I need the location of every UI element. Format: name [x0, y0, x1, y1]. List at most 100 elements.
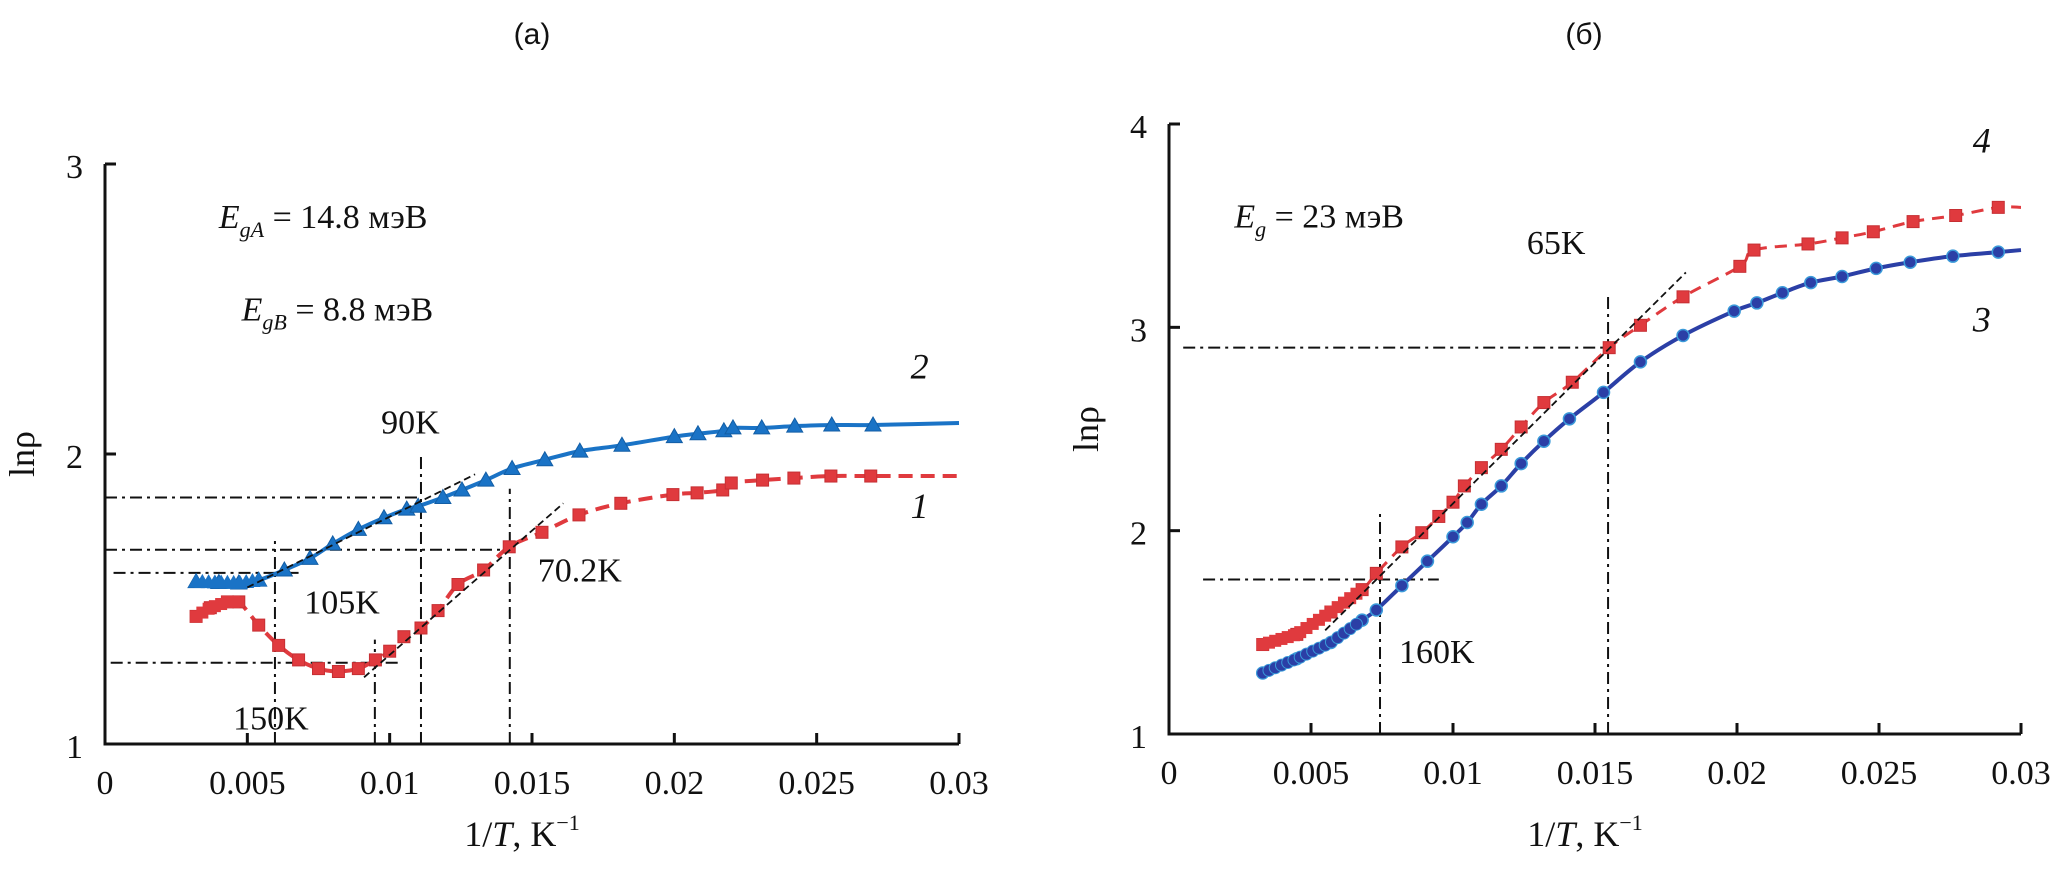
x-tick-label: 0.02 — [1707, 755, 1767, 792]
data-point-4 — [1801, 237, 1815, 251]
data-point-1 — [756, 473, 770, 487]
data-point-3 — [1537, 434, 1551, 448]
energy-gap-annotation: EgA = 14.8 мэВ — [218, 199, 428, 242]
data-point-2 — [434, 488, 452, 504]
x-tick-label: 0.005 — [209, 765, 286, 802]
x-axis-label-unit: , K — [1575, 814, 1619, 854]
data-point-3 — [1727, 304, 1741, 318]
fit-line — [246, 473, 476, 589]
data-point-2 — [689, 424, 707, 441]
energy-value: = 14.8 мэВ — [264, 199, 427, 236]
data-point-2 — [665, 427, 684, 444]
panel-title: (a) — [514, 18, 551, 51]
data-point-4 — [1906, 215, 1920, 229]
x-tick-label: 0.025 — [1841, 755, 1918, 792]
data-point-4 — [1733, 259, 1747, 273]
data-point-4 — [1446, 495, 1460, 509]
y-tick-label: 3 — [1130, 312, 1147, 349]
x-tick-label: 0.025 — [778, 765, 855, 802]
data-point-2 — [477, 471, 495, 487]
data-point-4 — [1415, 526, 1429, 540]
data-point-2 — [864, 415, 882, 432]
data-point-2 — [349, 520, 368, 536]
curve-label: 3 — [1972, 299, 1991, 339]
data-point-3 — [1804, 275, 1818, 290]
y-tick-label: 3 — [66, 149, 83, 186]
data-point-4 — [1369, 566, 1383, 580]
data-point-2 — [453, 480, 471, 497]
data-point-3 — [1369, 603, 1384, 617]
data-point-4 — [1991, 200, 2005, 214]
x-tick-label: 0.03 — [1991, 755, 2051, 792]
x-axis-label: 1/T, K−1 — [464, 810, 579, 854]
data-point-3 — [1991, 245, 2006, 259]
data-point-3 — [1474, 497, 1489, 511]
energy-value: = 23 мэВ — [1266, 199, 1404, 236]
data-point-1 — [502, 540, 516, 554]
energy-subscript: gA — [240, 217, 265, 242]
data-point-3 — [1869, 261, 1883, 276]
data-point-2 — [275, 560, 294, 577]
x-tick-label: 0.005 — [1273, 755, 1350, 792]
data-point-3 — [1420, 554, 1435, 568]
temperature-annotation: 160K — [1399, 634, 1475, 671]
data-point-3 — [1633, 355, 1648, 369]
data-point-1 — [227, 595, 240, 608]
y-tick-label: 4 — [1130, 109, 1147, 146]
data-point-1 — [666, 488, 680, 502]
energy-symbol: E — [1233, 199, 1255, 236]
data-point-3 — [1494, 479, 1509, 493]
panel-title: (б) — [1565, 18, 1602, 51]
data-point-2 — [409, 497, 427, 513]
data-point-4 — [1676, 290, 1690, 304]
data-point-4 — [1835, 231, 1849, 245]
data-point-1 — [431, 604, 445, 618]
data-point-1 — [572, 508, 586, 522]
data-point-1 — [614, 496, 628, 510]
data-point-1 — [252, 618, 266, 632]
energy-symbol: E — [241, 292, 263, 329]
data-point-4 — [1494, 442, 1508, 456]
data-point-4 — [1514, 420, 1528, 434]
curve-label: 1 — [911, 486, 929, 526]
x-axis-label-part: 1/ — [1527, 814, 1555, 854]
data-point-3 — [1596, 385, 1611, 400]
energy-gap-annotation: EgB = 8.8 мэВ — [241, 292, 434, 335]
data-point-2 — [724, 418, 742, 435]
y-tick-label: 1 — [66, 729, 83, 766]
data-point-3 — [1775, 286, 1790, 300]
x-axis-label-var: T — [1555, 814, 1578, 854]
x-axis-label-sup: −1 — [556, 810, 579, 835]
data-point-3 — [1446, 530, 1460, 544]
data-point-1 — [397, 630, 411, 644]
data-point-3 — [1460, 515, 1474, 530]
energy-subscript: g — [1255, 217, 1266, 242]
x-tick-label: 0 — [1161, 755, 1178, 792]
data-point-1 — [535, 525, 549, 539]
data-point-4 — [1474, 461, 1488, 475]
panel-a: (a) 0 0.005 0.01 0.015 0.02 0.025 0.03 1 2 3 1/T, K… — [2, 18, 989, 854]
x-axis-label-var: T — [492, 814, 515, 854]
data-point-2 — [785, 417, 804, 433]
temperature-annotation: 105K — [304, 585, 380, 622]
data-point-1 — [292, 653, 306, 667]
data-point-3 — [1835, 269, 1849, 284]
data-point-4 — [1565, 375, 1579, 389]
x-axis-label-part: 1/ — [464, 814, 492, 854]
x-tick-label: 0.01 — [1423, 755, 1483, 792]
data-point-2 — [613, 436, 631, 452]
series-line-1 — [195, 473, 959, 674]
data-point-4 — [1457, 479, 1471, 493]
data-point-1 — [787, 471, 801, 485]
temperature-annotation: 150K — [233, 701, 309, 738]
panel-b: (б) 0 0.005 0.01 0.015 0.02 0.025 0.03 1 2 3 4 1/T, … — [1066, 18, 2051, 854]
data-point-2 — [822, 415, 841, 432]
fit-line — [363, 502, 564, 678]
data-point-1 — [331, 665, 345, 678]
data-point-2 — [250, 572, 267, 587]
data-point-3 — [1562, 412, 1577, 426]
data-point-3 — [1903, 255, 1917, 270]
curve-label: 2 — [911, 347, 929, 387]
data-point-3 — [1349, 617, 1363, 631]
y-tick-label: 2 — [1130, 516, 1147, 553]
